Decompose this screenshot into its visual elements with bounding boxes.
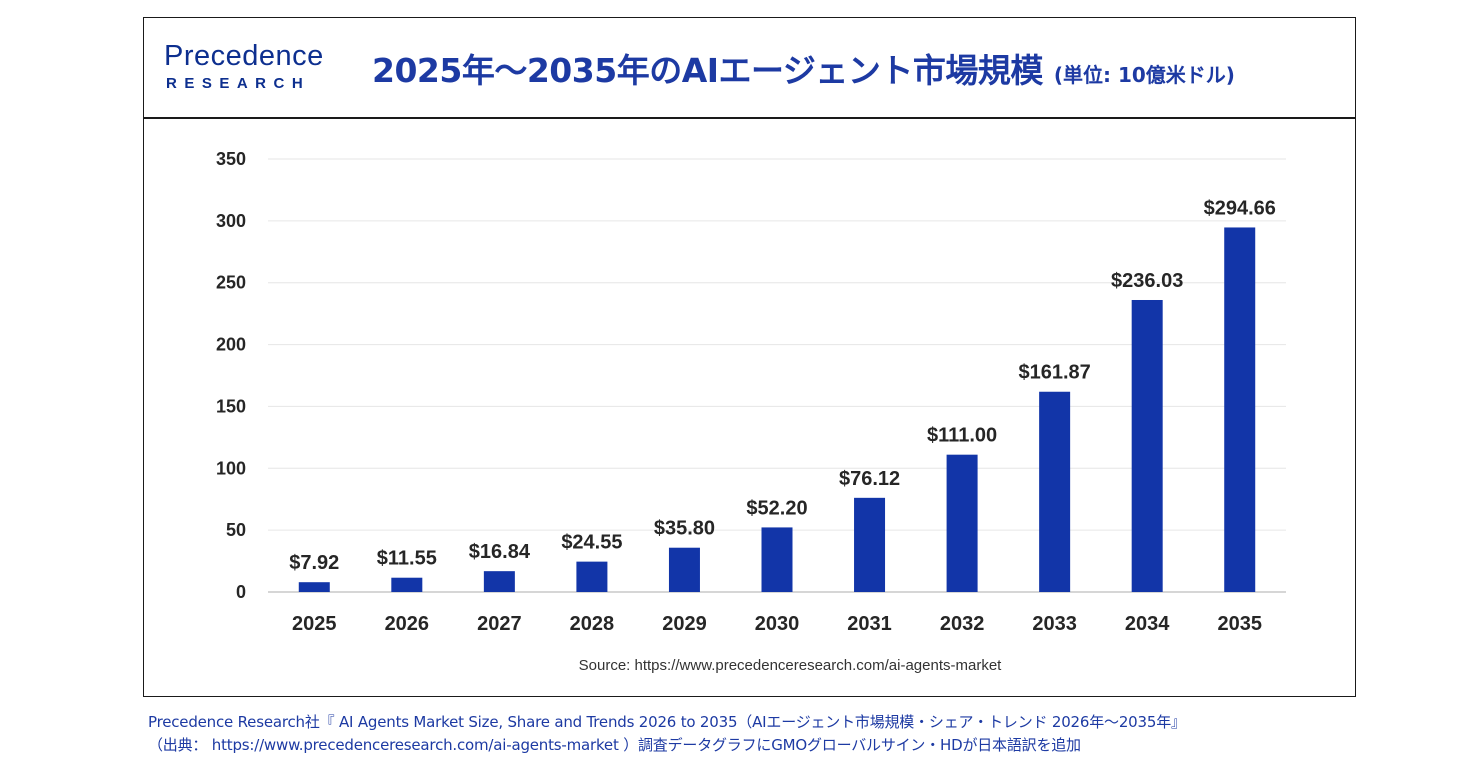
data-label: $16.84 [469,541,531,563]
bar [668,547,700,592]
chart-header: Precedence RESEARCH 2025年〜2035年のAIエージェント… [144,18,1355,119]
logo-subtitle: RESEARCH [166,75,311,92]
x-tick-label: 2027 [477,613,522,635]
x-tick-label: 2032 [940,613,985,635]
chart-title: 2025年〜2035年のAIエージェント市場規模 (単位: 10億米ドル) [372,44,1235,92]
y-tick-label: 250 [216,273,246,293]
data-label: $24.55 [561,532,622,554]
bar [298,582,330,592]
bar [854,497,886,592]
data-label: $11.55 [377,548,437,570]
chart-title-text: 2025年〜2035年のAIエージェント市場規模 [372,51,1043,90]
x-tick-label: 2028 [570,613,615,635]
x-tick-label: 2034 [1125,613,1170,635]
bar [1224,227,1256,592]
bar [1039,391,1071,592]
bar [761,527,793,592]
data-label: $7.92 [289,552,339,574]
x-tick-label: 2025 [292,613,337,635]
x-tick-label: 2031 [847,613,892,635]
x-tick-label: 2030 [755,613,800,635]
bar [483,571,515,592]
y-tick-label: 200 [216,335,246,355]
y-tick-label: 300 [216,211,246,231]
y-tick-label: 350 [216,149,246,169]
x-tick-label: 2029 [662,613,707,635]
data-label: $52.20 [746,497,807,519]
x-tick-label: 2033 [1032,613,1077,635]
x-tick-label: 2035 [1217,613,1262,635]
caption-line-2: （出典： https://www.precedenceresearch.com/… [148,736,1081,754]
bar [576,561,608,592]
y-tick-label: 150 [216,396,246,416]
data-label: $236.03 [1111,270,1183,292]
data-label: $111.00 [927,425,997,447]
data-label: $76.12 [839,468,900,490]
data-label: $294.66 [1204,197,1276,219]
data-label: $161.87 [1018,362,1090,384]
precedence-research-logo: Precedence RESEARCH [164,40,339,100]
y-tick-label: 50 [226,520,246,540]
logo-name: Precedence [164,40,324,72]
chart-source: Source: https://www.precedenceresearch.c… [579,657,1003,674]
data-label: $35.80 [654,518,715,540]
caption-line-1: Precedence Research社『 AI Agents Market S… [148,713,1186,731]
bar [1131,299,1163,592]
y-tick-label: 100 [216,458,246,478]
chart-title-unit: (単位: 10億米ドル) [1053,63,1235,87]
bar [946,454,978,592]
x-tick-label: 2026 [385,613,430,635]
y-tick-label: 0 [236,582,246,602]
bar [391,577,423,592]
